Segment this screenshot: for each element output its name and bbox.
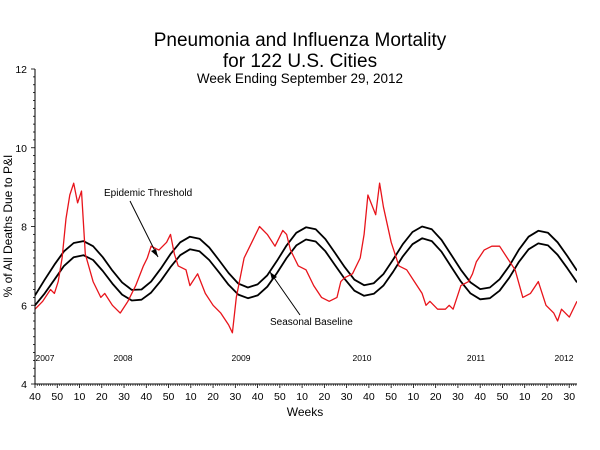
y-tick-label: 10 — [15, 143, 27, 155]
x-tick-label: 50 — [163, 391, 175, 403]
year-label: 2008 — [114, 353, 133, 363]
series-layer — [35, 182, 577, 334]
y-tick-label: 4 — [21, 379, 27, 391]
x-tick-label: 50 — [274, 391, 286, 403]
chart-title-line2: for 122 U.S. Cities — [223, 51, 377, 72]
y-tick-label: 8 — [21, 222, 27, 234]
x-tick-label: 50 — [497, 391, 509, 403]
x-tick-label: 10 — [296, 391, 308, 403]
x-tick-label: 20 — [207, 391, 219, 403]
x-tick-label: 20 — [96, 391, 108, 403]
series-line-observed — [35, 182, 577, 334]
series-line-baseline — [35, 237, 577, 306]
series-line-threshold — [35, 225, 577, 296]
x-axis-label: Weeks — [287, 405, 323, 419]
year-label: 2010 — [353, 353, 372, 363]
annotation-epidemic-threshold-arrowhead — [151, 249, 158, 257]
y-tick-label: 12 — [15, 64, 27, 76]
year-label: 2007 — [36, 353, 55, 363]
x-tick-label: 30 — [118, 391, 130, 403]
x-tick-label: 20 — [430, 391, 442, 403]
annotation-epidemic-threshold: Epidemic Threshold — [104, 188, 192, 258]
annotation-seasonal-baseline: Seasonal Baseline — [269, 271, 353, 328]
chart-title-line1: Pneumonia and Influenza Mortality — [154, 30, 447, 51]
x-tick-label: 40 — [140, 391, 152, 403]
x-tick-label: 10 — [408, 391, 420, 403]
x-tick-label: 10 — [519, 391, 531, 403]
x-tick-label: 40 — [474, 391, 486, 403]
x-tick-label: 10 — [74, 391, 86, 403]
x-tick-label: 40 — [29, 391, 41, 403]
x-tick-label: 30 — [563, 391, 575, 403]
x-tick-label: 10 — [185, 391, 197, 403]
year-label: 2011 — [467, 353, 486, 363]
x-tick-label: 30 — [229, 391, 241, 403]
year-label: 2009 — [232, 353, 251, 363]
x-tick-label: 40 — [252, 391, 264, 403]
annotation-epidemic-threshold-arrow — [129, 200, 159, 258]
x-tick-label: 40 — [363, 391, 375, 403]
y-axis-label: % of All Deaths Due to P&I — [1, 155, 15, 298]
annotation-seasonal-baseline-arrowhead — [270, 272, 277, 280]
x-tick-label: 50 — [385, 391, 397, 403]
annotation-seasonal-baseline-arrow — [269, 271, 301, 316]
x-tick-label: 20 — [541, 391, 553, 403]
chart-subtitle: Week Ending September 29, 2012 — [197, 71, 403, 86]
x-tick-label: 30 — [341, 391, 353, 403]
annotation-seasonal-baseline-label: Seasonal Baseline — [270, 317, 353, 328]
y-tick-label: 6 — [21, 300, 27, 312]
x-tick-label: 30 — [452, 391, 464, 403]
annotation-epidemic-threshold-label: Epidemic Threshold — [104, 188, 192, 199]
x-tick-label: 50 — [51, 391, 63, 403]
axes-layer: 4 6 8 10 12 40 50 10 20 30 40 50 10 20 30 40 50 10 20 30 40 5… — [15, 64, 577, 403]
year-label: 2012 — [555, 353, 574, 363]
x-tick-label: 20 — [319, 391, 331, 403]
